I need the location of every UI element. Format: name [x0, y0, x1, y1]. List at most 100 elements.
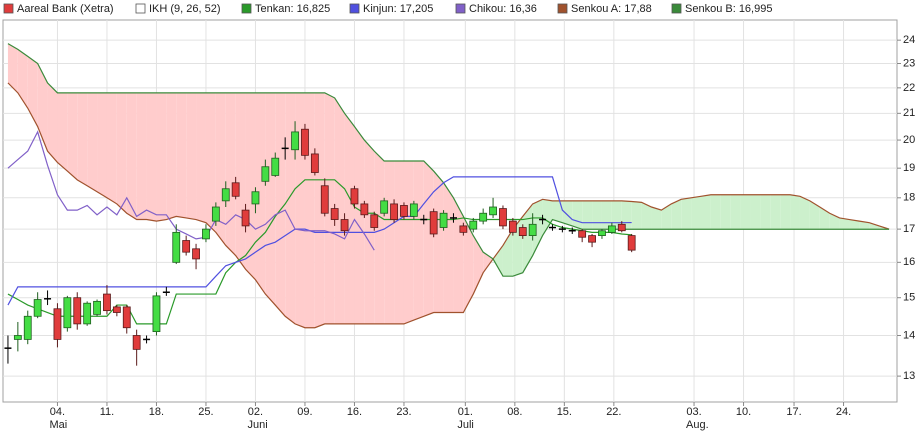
y-tick-label: 16 [903, 256, 915, 268]
y-tick-label: 17 [903, 223, 915, 235]
cloud [57, 92, 68, 172]
cloud [136, 92, 147, 220]
candle-body [310, 153, 319, 173]
cloud [196, 92, 206, 223]
legend-swatch [135, 3, 146, 14]
candle-body [152, 295, 161, 333]
cloud [651, 207, 662, 230]
x-tick-label: 04. [50, 406, 65, 418]
cloud [799, 196, 810, 230]
cloud [552, 200, 563, 223]
candle-body [528, 223, 537, 237]
indicator-line [7, 179, 632, 325]
cloud [235, 92, 246, 270]
candle-body [400, 205, 408, 217]
candle-body [360, 203, 369, 216]
candle-body [231, 182, 240, 197]
cloud [423, 161, 434, 317]
x-tick-label: 09. [297, 406, 312, 418]
cloud [582, 200, 593, 230]
cloud [493, 245, 503, 277]
cloud [502, 229, 513, 277]
x-tick-label: 18. [149, 406, 164, 418]
candle-body [291, 131, 299, 151]
candle-body [380, 200, 389, 214]
candle-body [93, 300, 101, 315]
candle-body [578, 230, 587, 238]
x-tick-label: 02. [248, 406, 263, 418]
month-label: Juli [457, 419, 474, 431]
candle-body [330, 208, 339, 220]
cloud [592, 200, 602, 230]
cloud [255, 92, 266, 295]
legend-label: Chikou: 16,36 [469, 3, 537, 15]
candle-body [469, 220, 478, 230]
cloud [532, 199, 543, 256]
cloud [473, 235, 484, 295]
legend-swatch [557, 3, 568, 14]
cloud [77, 92, 88, 186]
cloud [661, 203, 672, 230]
cloud [601, 200, 612, 230]
legend-swatch [241, 3, 252, 14]
cloud [275, 92, 286, 317]
cloud [730, 194, 741, 230]
cloud [97, 92, 107, 198]
candle-body [251, 191, 260, 205]
y-tick-label: 22 [903, 82, 915, 94]
cloud [780, 194, 791, 230]
candle-body [13, 335, 22, 340]
cloud [37, 63, 48, 152]
candle-body [489, 206, 497, 216]
y-tick-label: 23 [903, 57, 915, 69]
cloud [572, 200, 583, 230]
cloud [641, 202, 652, 230]
senkou-a-line [7, 82, 890, 329]
candle-body [320, 185, 329, 214]
x-tick-label: 17. [786, 406, 801, 418]
cloud [205, 92, 216, 233]
cloud [700, 194, 711, 230]
candle-body [172, 231, 181, 263]
cloud [453, 197, 464, 313]
cloud [819, 207, 830, 230]
x-tick-label: 11. [100, 406, 114, 418]
cloud [87, 92, 98, 192]
legend-swatch [349, 3, 360, 14]
cloud [849, 219, 860, 230]
cloud [285, 92, 296, 324]
candle-body [459, 225, 468, 233]
candle-body [23, 315, 32, 340]
cloud [344, 113, 355, 324]
candle-body [202, 228, 210, 240]
cloud [631, 201, 642, 230]
cloud [27, 56, 38, 127]
cloud [760, 194, 771, 230]
x-tick-label: 03. [686, 406, 701, 418]
x-tick-label: 25. [198, 406, 213, 418]
cloud [176, 92, 187, 218]
candle-body [73, 297, 82, 325]
y-tick-label: 24 [903, 34, 915, 46]
indicator-line [7, 176, 632, 306]
cloud [245, 92, 256, 280]
cloud [106, 92, 117, 204]
indicator-line [7, 130, 375, 251]
cloud [671, 199, 682, 230]
candle-body [627, 235, 636, 251]
y-tick-label: 20 [903, 134, 915, 146]
y-tick-label: 19 [903, 162, 915, 174]
candle-body [112, 306, 121, 313]
cloud [859, 221, 870, 230]
month-label: Aug. [686, 419, 709, 431]
candle-body [340, 219, 349, 232]
cloud [681, 197, 692, 230]
candle-body [518, 227, 527, 237]
candle-body [132, 335, 141, 350]
candle-body [33, 299, 42, 317]
cloud [384, 161, 395, 324]
y-tick-label: 15 [903, 292, 915, 304]
candle-body [409, 203, 418, 217]
candle-body [271, 157, 280, 176]
